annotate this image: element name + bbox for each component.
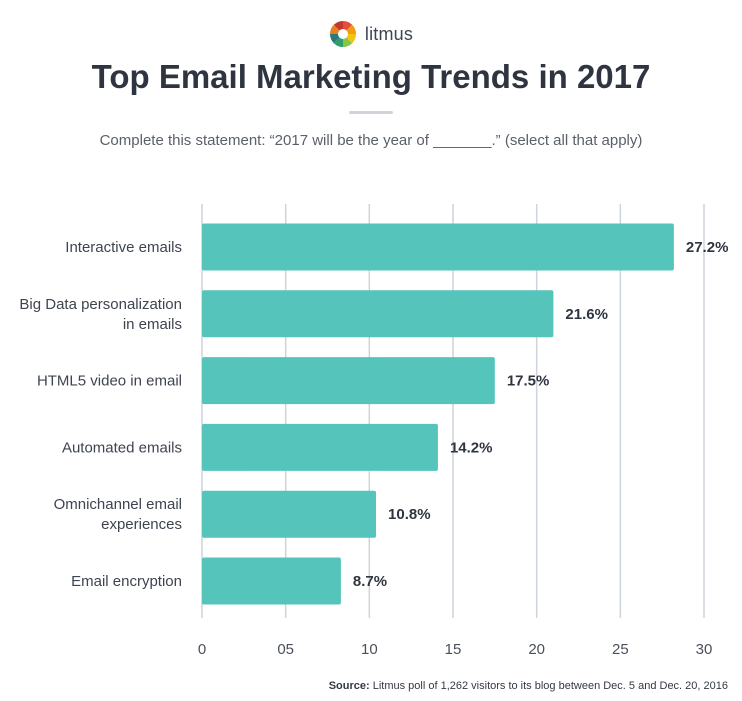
bar: [202, 423, 438, 471]
category-label: Interactive emails: [65, 239, 182, 256]
x-tick-label: 20: [528, 641, 545, 658]
x-tick-label: 05: [277, 641, 294, 658]
logo-segment: [333, 37, 343, 47]
category-label-line: Big Data personalization: [19, 296, 182, 313]
category-label: Big Data personalization in emails: [19, 296, 182, 333]
data-label: 8.7%: [353, 573, 387, 590]
logo-segment: [329, 24, 340, 34]
category-label-line: in emails: [123, 316, 182, 333]
bar: [202, 290, 554, 338]
category-label-line: Automated emails: [62, 439, 182, 456]
data-label: 21.6%: [565, 306, 608, 323]
source-text: Litmus poll of 1,262 visitors to its blo…: [369, 680, 728, 692]
title-divider: [349, 111, 393, 114]
bar: [202, 490, 377, 538]
category-label-line: Omnichannel email: [54, 496, 182, 513]
logo-segment: [346, 24, 356, 34]
category-label-line: HTML5 video in email: [37, 373, 182, 390]
data-label: 27.2%: [686, 239, 729, 256]
data-label: 10.8%: [388, 506, 431, 523]
x-tick-label: 30: [696, 641, 713, 658]
data-label: 17.5%: [507, 373, 550, 390]
x-tick-label: 15: [445, 641, 462, 658]
category-label: Omnichannel email experiences: [54, 496, 182, 533]
logo-segment: [342, 21, 353, 31]
chart-subtitle: Complete this statement: “2017 will be t…: [99, 132, 643, 149]
category-label-line: Email encryption: [71, 573, 182, 590]
x-tick-label: 25: [612, 641, 629, 658]
x-tick-label: 0: [198, 641, 206, 658]
logo-segment: [346, 34, 356, 44]
bar: [202, 557, 341, 605]
chart-title: Top Email Marketing Trends in 2017: [91, 58, 651, 95]
x-tick-label: 10: [361, 641, 378, 658]
source-note: Source: Litmus poll of 1,262 visitors to…: [329, 680, 728, 692]
logo-segment: [329, 34, 340, 44]
category-label-line: Interactive emails: [65, 239, 182, 256]
category-label: Automated emails: [62, 439, 182, 456]
category-label: Email encryption: [71, 573, 182, 590]
logo-segment: [333, 21, 343, 31]
category-label: HTML5 video in email: [37, 373, 182, 390]
brand-name: litmus: [364, 23, 414, 44]
category-label-line: experiences: [101, 516, 182, 533]
source-label: Source:: [328, 680, 370, 692]
brand-header: litmus: [0, 20, 742, 48]
bar: [202, 223, 674, 271]
data-label: 14.2%: [450, 439, 493, 456]
litmus-logo-icon: [329, 21, 356, 47]
bar: [202, 357, 495, 405]
logo-segment: [342, 37, 353, 47]
